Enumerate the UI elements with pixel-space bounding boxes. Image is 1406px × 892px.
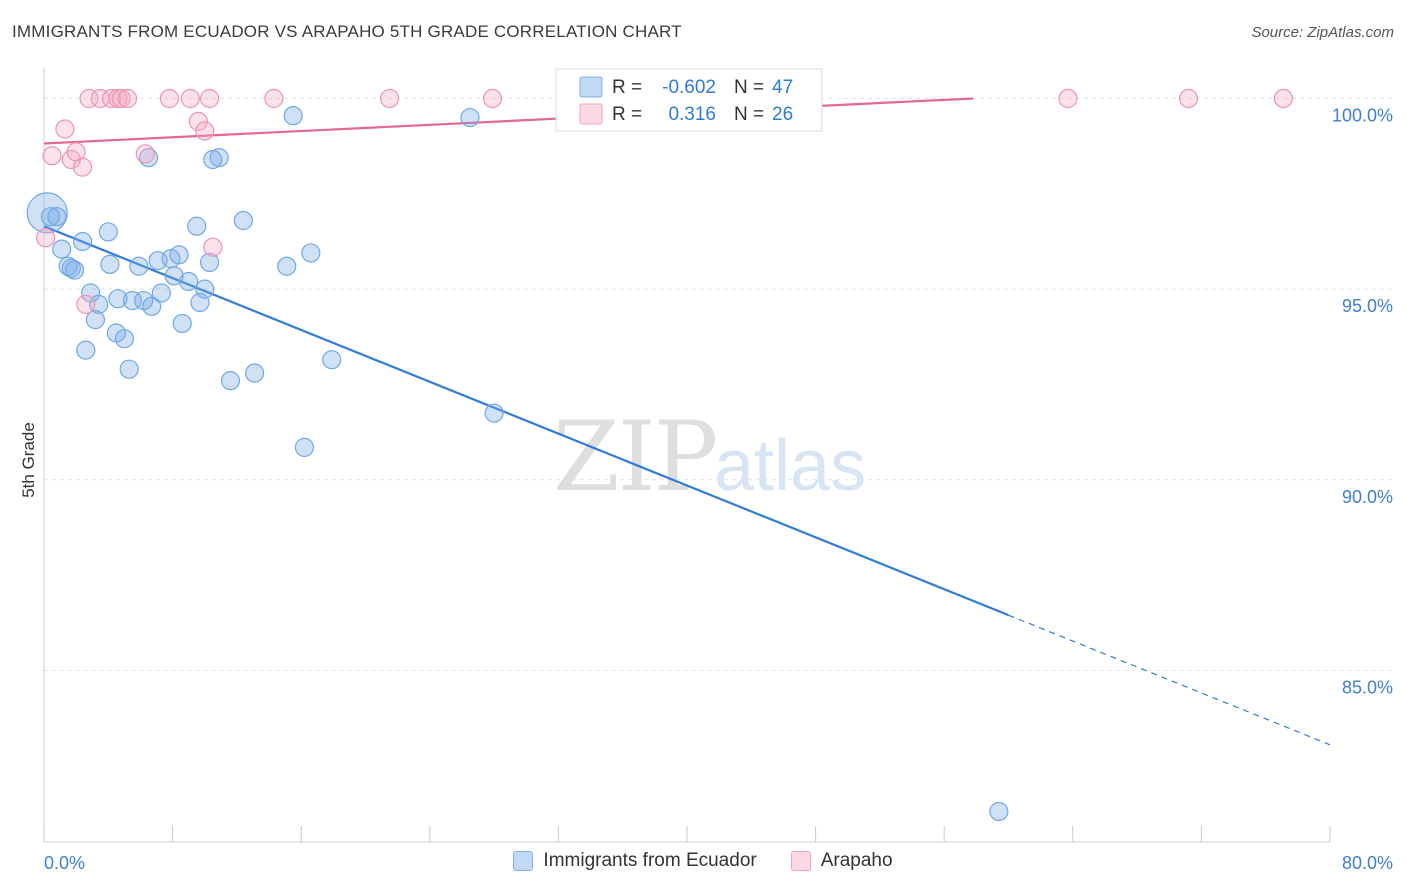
point-arapaho: [159, 88, 179, 109]
legend-swatch-blue: [513, 851, 534, 871]
point-arapaho: [79, 88, 99, 109]
point-arapaho: [1058, 88, 1078, 109]
watermark: ZIP atlas: [553, 401, 866, 513]
point-ecuador: [114, 329, 134, 349]
point-arapaho: [117, 88, 138, 109]
point-ecuador: [169, 245, 189, 265]
y-tick-label: 85.0%: [1342, 677, 1393, 697]
point-ecuador: [172, 313, 192, 334]
point-ecuador: [52, 239, 72, 259]
point-arapaho: [101, 88, 122, 109]
point-ecuador: [85, 310, 106, 330]
point-ecuador: [233, 210, 253, 231]
y-tick-label: 90.0%: [1342, 487, 1393, 507]
point-ecuador: [283, 106, 303, 126]
chart-title: IMMIGRANTS FROM ECUADOR VS ARAPAHO 5TH G…: [12, 22, 682, 41]
point-ecuador: [98, 222, 118, 242]
point-ecuador: [484, 403, 504, 423]
point-ecuador: [151, 283, 171, 303]
point-ecuador: [220, 371, 241, 391]
watermark-zip: ZIP: [553, 401, 716, 513]
point-ecuador: [72, 231, 93, 252]
point-ecuador: [277, 256, 297, 276]
point-ecuador: [40, 207, 61, 227]
point-arapaho: [199, 88, 220, 109]
data-points: [26, 88, 1293, 822]
point-ecuador: [100, 254, 120, 274]
point-ecuador: [187, 216, 207, 236]
bottom-legend: Immigrants from Ecuador Arapaho: [0, 850, 1406, 872]
legend-swatch-pink: [790, 851, 811, 871]
trend-line-ecuador: [43, 225, 1009, 617]
point-ecuador: [460, 107, 480, 128]
stats-n-label-2: N =: [734, 104, 764, 125]
stats-legend: R = -0.602 N = 47 R = 0.316 N = 26: [555, 68, 823, 132]
point-ecuador: [989, 801, 1009, 822]
y-axis-label: 5th Grade: [19, 422, 38, 498]
point-ecuador: [142, 296, 162, 316]
point-ecuador: [61, 258, 81, 278]
point-arapaho: [1273, 88, 1293, 109]
legend-label-arapaho: Arapaho: [820, 850, 893, 871]
point-arapaho: [380, 88, 400, 109]
stats-r-value-1: -0.602: [662, 77, 716, 98]
point-arapaho: [111, 88, 131, 109]
x-tick-label: 80.0%: [1342, 853, 1393, 873]
stats-r-label-1: R =: [612, 77, 642, 98]
stats-swatch-pink: [579, 103, 603, 125]
point-ecuador: [119, 359, 139, 379]
point-ecuador: [322, 350, 342, 370]
legend-item-ecuador: Immigrants from Ecuador: [513, 850, 757, 872]
point-ecuador: [164, 266, 184, 286]
point-ecuador: [195, 279, 215, 299]
point-ecuador: [179, 271, 199, 292]
point-ecuador: [64, 260, 85, 280]
point-arapaho: [195, 121, 215, 141]
axes: 100.0% 95.0% 90.0% 85.0% 0.0% 80.0%: [43, 68, 1393, 873]
point-arapaho: [180, 88, 200, 109]
point-arapaho: [1178, 88, 1199, 109]
y-tick-label: 95.0%: [1342, 296, 1393, 316]
point-arapaho: [76, 294, 96, 314]
stats-r-label-2: R =: [612, 104, 642, 125]
point-arapaho: [36, 228, 56, 248]
point-ecuador: [294, 437, 315, 457]
x-tick-label: 0.0%: [44, 853, 85, 873]
trend-line-ecuador-extrapolated: [1008, 614, 1331, 746]
stats-swatch-blue: [579, 76, 603, 98]
stats-n-value-2: 26: [772, 104, 793, 125]
point-ecuador: [199, 252, 220, 273]
point-arapaho: [72, 157, 93, 177]
source-label: Source: ZipAtlas.com: [1251, 24, 1394, 41]
stats-n-label-1: N =: [734, 77, 764, 98]
point-ecuador: [244, 363, 265, 383]
stats-r-value-2: 0.316: [668, 104, 716, 125]
point-arapaho: [42, 146, 62, 166]
point-arapaho: [55, 119, 75, 139]
point-ecuador: [129, 256, 149, 276]
point-ecuador: [209, 148, 229, 168]
point-ecuador: [301, 243, 321, 263]
point-arapaho: [188, 111, 208, 131]
stats-n-value-1: 47: [772, 77, 793, 98]
watermark-atlas: atlas: [714, 426, 866, 506]
y-tick-label: 100.0%: [1332, 106, 1393, 126]
point-arapaho: [264, 88, 284, 109]
point-arapaho: [135, 144, 155, 164]
gridlines: [44, 98, 1393, 671]
legend-label-ecuador: Immigrants from Ecuador: [543, 850, 757, 871]
point-arapaho: [203, 237, 223, 257]
legend-item-arapaho: Arapaho: [790, 850, 893, 872]
point-ecuador: [47, 207, 67, 227]
point-ecuador: [108, 289, 128, 309]
point-ecuador: [81, 283, 101, 303]
trend-line-arapaho: [43, 97, 974, 145]
point-arapaho: [482, 88, 503, 109]
point-ecuador: [122, 290, 143, 311]
point-ecuador: [76, 340, 96, 360]
